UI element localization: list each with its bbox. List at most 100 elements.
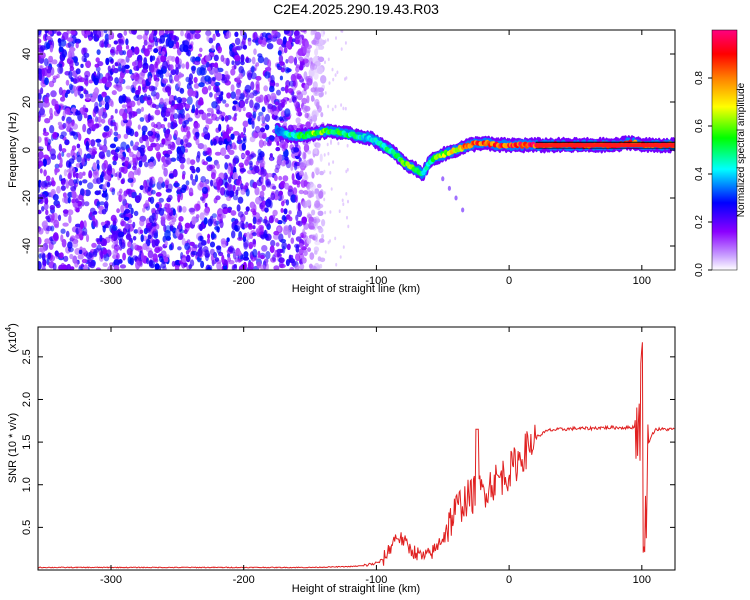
noise-speckle [303,143,310,153]
noise-speckle [125,69,130,74]
noise-speckle [206,266,212,270]
noise-speckle [214,151,222,156]
noise-speckle [213,218,217,227]
noise-speckle [140,234,144,243]
noise-speckle [41,206,45,212]
y-tick-label: 2.0 [21,392,33,407]
noise-speckle [139,229,144,234]
noise-speckle [43,198,49,204]
noise-speckle [89,211,93,217]
noise-speckle [105,82,112,88]
x-tick-label: -100 [365,275,387,287]
noise-speckle [295,244,300,253]
noise-speckle [254,165,260,174]
noise-speckle [314,166,320,174]
noise-speckle [255,62,260,67]
noise-speckle [184,242,191,251]
noise-speckle [106,181,111,188]
noise-speckle [243,242,248,250]
noise-speckle [100,100,105,106]
noise-speckle [103,107,107,113]
noise-speckle [205,54,212,62]
noise-speckle [48,145,52,152]
noise-speckle [310,190,315,198]
noise-speckle [97,205,104,211]
noise-speckle [76,143,81,149]
noise-speckle [248,114,254,120]
noise-speckle [211,101,218,109]
noise-speckle [128,111,133,120]
noise-speckle [111,188,116,196]
y-tick-label: 0.5 [21,520,33,535]
noise-speckle [217,46,223,54]
noise-speckle [205,61,210,68]
noise-speckle [164,229,171,239]
noise-speckle [281,214,286,221]
noise-speckle [304,180,308,187]
noise-speckle [147,250,154,259]
noise-speckle [104,102,110,111]
noise-speckle [295,180,301,185]
noise-speckle [336,70,339,75]
noise-speckle [47,252,51,260]
noise-speckle [302,46,307,54]
noise-speckle [266,43,274,50]
noise-speckle [321,233,325,239]
noise-speckle [216,163,220,170]
noise-speckle [181,113,185,119]
noise-speckle [335,262,338,267]
noise-speckle [173,36,180,42]
noise-speckle [113,259,120,267]
noise-speckle [86,127,92,135]
noise-speckle [226,92,232,99]
noise-speckle [248,244,253,250]
noise-speckle [118,39,125,46]
colorbar-tick-label: 0.2 [694,215,705,229]
noise-speckle [146,257,150,265]
noise-speckle [63,255,69,262]
noise-speckle [239,30,243,37]
noise-speckle [106,149,111,158]
noise-speckle [40,45,46,51]
noise-speckle [189,241,195,246]
noise-speckle [203,207,210,216]
noise-speckle [313,147,318,155]
noise-speckle [165,129,171,134]
noise-speckle [179,156,186,164]
noise-speckle [72,56,78,63]
noise-speckle [181,237,186,246]
noise-speckle [314,200,321,209]
noise-speckle [175,228,180,237]
noise-speckle [58,87,63,96]
noise-speckle [164,153,171,158]
x-tick-label: -200 [233,275,255,287]
noise-speckle [99,234,103,242]
noise-speckle [164,240,168,247]
noise-speckle [160,54,164,63]
noise-speckle [57,38,62,44]
noise-speckle [301,216,308,224]
noise-speckle [264,113,271,123]
noise-speckle [242,256,250,261]
noise-speckle [123,30,128,36]
noise-speckle [252,89,258,97]
noise-speckle [43,154,49,159]
noise-speckle [182,120,187,129]
noise-speckle [323,169,326,174]
noise-speckle [140,252,145,261]
noise-speckle [206,147,212,154]
noise-speckle [205,115,209,124]
noise-speckle [77,87,81,96]
noise-speckle [206,164,213,172]
noise-speckle [252,210,257,216]
noise-speckle [38,101,44,109]
noise-speckle [49,107,53,116]
noise-speckle [176,96,182,104]
noise-speckle [239,220,245,229]
noise-speckle [299,232,305,238]
noise-speckle [38,47,41,53]
noise-speckle [229,247,236,254]
noise-speckle [224,162,229,170]
noise-speckle [252,181,258,189]
noise-speckle [237,196,244,204]
